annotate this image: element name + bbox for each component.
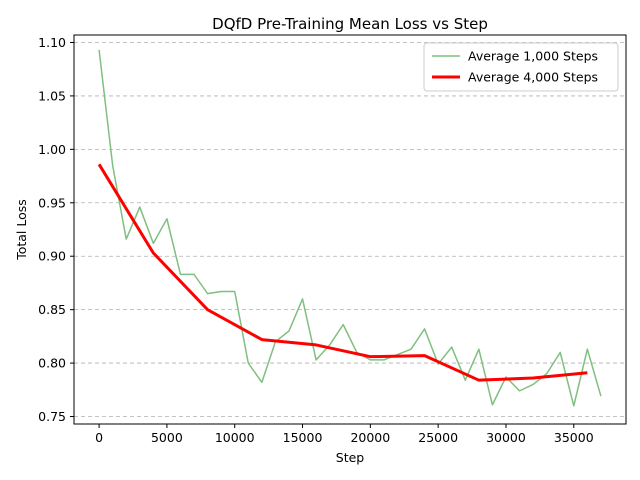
y-axis-ticks: 0.75 0.80 0.85 0.90 0.95 1.00 1.05 1.10	[38, 35, 74, 424]
series-line-0	[98, 49, 602, 407]
x-tick-label: 5000	[151, 430, 183, 445]
legend-label-avg-1000: Average 1,000 Steps	[468, 49, 598, 64]
y-tick-label: 0.80	[38, 356, 66, 371]
y-tick-label: 0.90	[38, 249, 66, 264]
x-tick-label: 0	[95, 430, 103, 445]
y-tick-label: 1.00	[38, 142, 66, 157]
series-layer	[97, 49, 602, 407]
legend-box	[423, 42, 619, 92]
y-tick-label: 0.95	[38, 195, 66, 210]
y-axis-label: Total Loss	[14, 199, 29, 261]
legend-label-avg-4000: Average 4,000 Steps	[468, 70, 598, 85]
x-tick-label: 10000	[215, 430, 255, 445]
x-tick-label: 20000	[350, 430, 390, 445]
series-line-1	[97, 163, 588, 382]
x-tick-label: 30000	[486, 430, 526, 445]
y-tick-label: 0.85	[38, 302, 66, 317]
x-tick-label: 35000	[554, 430, 594, 445]
x-tick-label: 15000	[283, 430, 323, 445]
y-tick-label: 0.75	[38, 409, 66, 424]
plot-frame	[73, 34, 627, 425]
chart-title: DQfD Pre-Training Mean Loss vs Step	[212, 15, 488, 33]
y-tick-label: 1.05	[38, 88, 66, 103]
x-tick-label: 25000	[418, 430, 458, 445]
x-axis-label: Step	[336, 450, 365, 465]
legend: Average 1,000 Steps Average 4,000 Steps	[423, 42, 619, 92]
y-tick-label: 1.10	[38, 35, 66, 50]
grid-lines	[74, 42, 626, 417]
x-axis-ticks: 0 5000 10000 15000 20000 25000 30000 35000	[95, 424, 594, 445]
